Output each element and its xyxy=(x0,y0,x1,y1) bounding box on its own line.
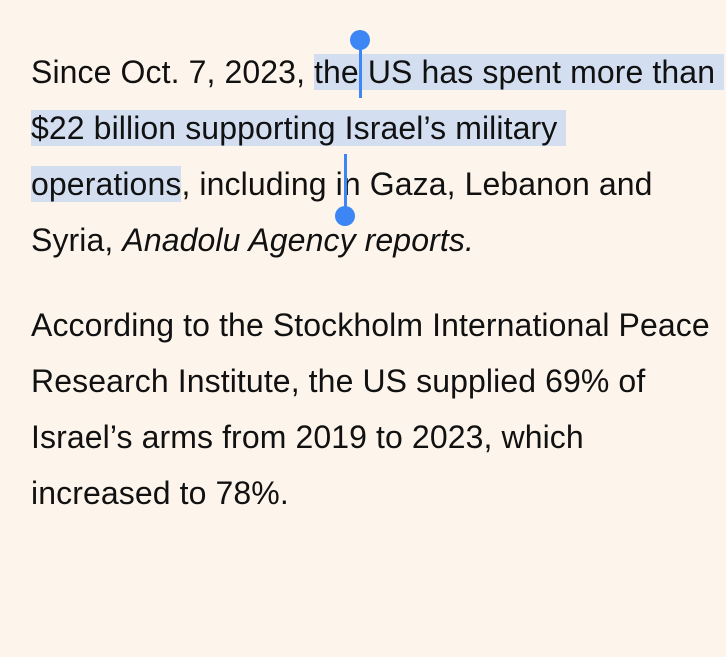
paragraph-1-text-before-selection[interactable]: Since Oct. 7, 2023, xyxy=(31,54,315,90)
selection-end-knob[interactable] xyxy=(335,206,355,226)
paragraph-1-text-after-selection[interactable]: , including in Gaza, Lebanon and Syria, xyxy=(31,166,662,258)
article-body: Since Oct. 7, 2023, the US has spent mor… xyxy=(31,44,725,521)
selection-end-caret xyxy=(344,154,347,208)
source-attribution[interactable]: Anadolu Agency reports. xyxy=(122,222,474,258)
selection-start-knob[interactable] xyxy=(350,30,370,50)
selection-start-caret xyxy=(359,46,362,98)
paragraph-2[interactable]: According to the Stockholm International… xyxy=(31,307,719,511)
paragraph-1[interactable]: Since Oct. 7, 2023, the US has spent mor… xyxy=(31,44,725,268)
